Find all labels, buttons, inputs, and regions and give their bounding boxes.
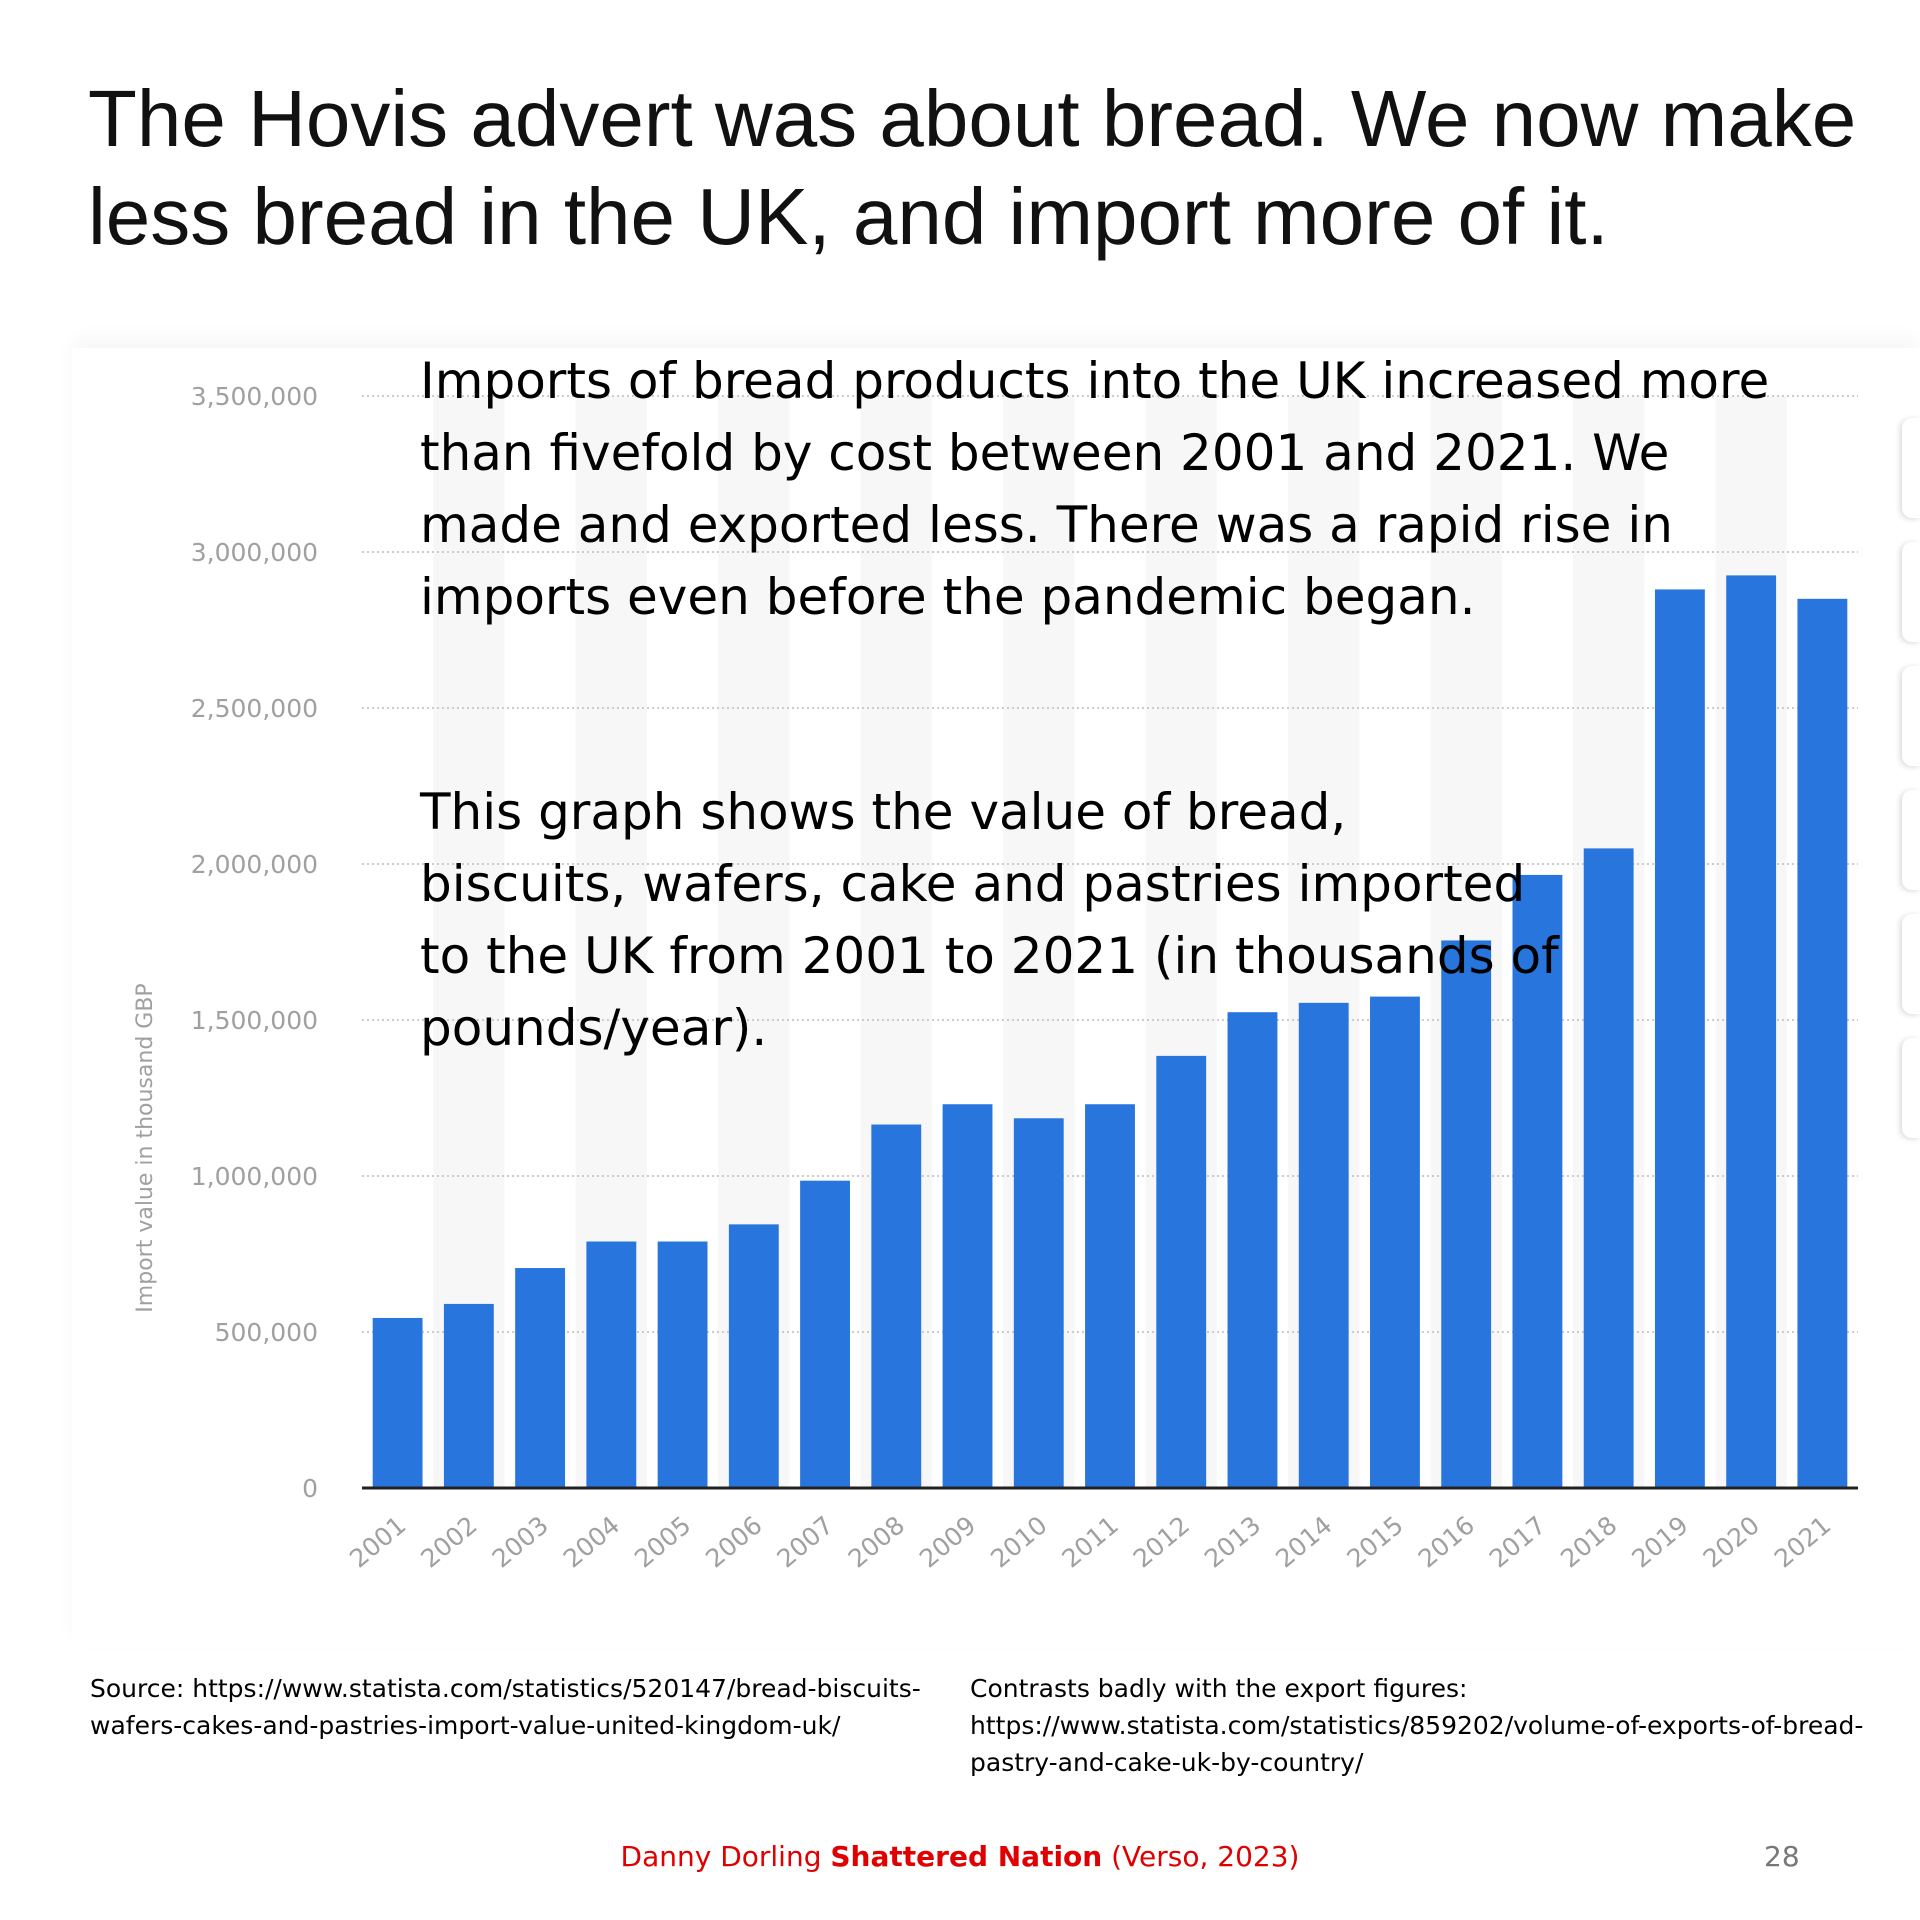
x-tick-label: 2018 <box>1555 1510 1622 1573</box>
y-tick-labels: 0 500,000 1,000,000 1,500,000 2,000,000 2,500… <box>191 382 318 1503</box>
side-tab[interactable] <box>1902 666 1920 766</box>
export-note: Contrasts badly with the export figures:… <box>970 1670 1870 1781</box>
bar-chart: 0 500,000 1,000,000 1,500,000 2,000,000 2,500… <box>133 382 1858 1573</box>
side-tab[interactable] <box>1902 1038 1920 1138</box>
y-tick-label: 1,000,000 <box>191 1162 318 1191</box>
footer-book-title: Shattered Nation <box>830 1840 1103 1873</box>
bar-2008[interactable] <box>871 1124 922 1488</box>
bar-2012[interactable] <box>1156 1055 1207 1488</box>
x-tick-label: 2014 <box>1270 1510 1337 1573</box>
bar-2011[interactable] <box>1085 1104 1135 1488</box>
x-tick-label: 2002 <box>415 1510 482 1573</box>
x-tick-label: 2004 <box>558 1510 625 1573</box>
overlay-text-description: This graph shows the value of bread, bis… <box>420 783 1559 1057</box>
bar-2019[interactable] <box>1654 589 1705 1488</box>
side-tab[interactable] <box>1902 418 1920 518</box>
footer-author: Danny Dorling <box>620 1840 831 1873</box>
y-tick-label: 500,000 <box>215 1318 318 1347</box>
x-tick-label: 2016 <box>1413 1510 1480 1573</box>
footer-credit: Danny Dorling Shattered Nation (Verso, 2… <box>0 1840 1920 1873</box>
x-tick-label: 2021 <box>1769 1510 1836 1573</box>
x-tick-label: 2008 <box>843 1510 910 1573</box>
bar-2016[interactable] <box>1441 940 1492 1488</box>
export-note-line: pastry-and-cake-uk-by-country/ <box>970 1748 1364 1777</box>
bar-2015[interactable] <box>1370 996 1420 1488</box>
bars <box>372 575 1848 1488</box>
bar-2021[interactable] <box>1797 598 1848 1488</box>
bar-2003[interactable] <box>515 1268 566 1488</box>
bar-2009[interactable] <box>942 1104 993 1488</box>
footer-publisher: (Verso, 2023) <box>1102 1840 1300 1873</box>
x-tick-labels: 2001 2002 2003 2004 2005 2006 2007 2008 2009 2010… <box>344 1510 1836 1573</box>
overlay-text-summary: Imports of bread products into the UK in… <box>420 352 1770 626</box>
slide-title: The Hovis advert was about bread. We now… <box>88 74 1857 261</box>
x-tick-label: 2006 <box>700 1510 767 1573</box>
bar-2013[interactable] <box>1227 1012 1278 1488</box>
y-tick-label: 3,000,000 <box>191 538 318 567</box>
x-tick-label: 2005 <box>629 1510 696 1573</box>
y-tick-label: 2,500,000 <box>191 694 318 723</box>
x-tick-label: 2007 <box>772 1510 839 1573</box>
y-tick-label: 1,500,000 <box>191 1006 318 1035</box>
bar-2018[interactable] <box>1583 848 1634 1488</box>
bar-2005[interactable] <box>657 1241 708 1488</box>
side-tab[interactable] <box>1902 790 1920 890</box>
export-note-line: Contrasts badly with the export figures: <box>970 1674 1468 1703</box>
chart-panel: 0 500,000 1,000,000 1,500,000 2,000,000 2,500… <box>72 348 1920 1648</box>
y-axis-label: Import value in thousand GBP <box>133 983 158 1312</box>
y-tick-label: 2,000,000 <box>191 850 318 879</box>
source-line: wafers-cakes-and-pastries-import-value-u… <box>90 1711 841 1740</box>
x-tick-label: 2019 <box>1626 1510 1693 1573</box>
bar-2020[interactable] <box>1726 575 1777 1488</box>
x-tick-label: 2009 <box>914 1510 981 1573</box>
x-tick-label: 2013 <box>1199 1510 1266 1573</box>
y-tick-label: 0 <box>302 1474 318 1503</box>
source-citation: Source: https://www.statista.com/statist… <box>90 1670 970 1744</box>
bar-2006[interactable] <box>728 1224 779 1488</box>
x-tick-label: 2012 <box>1128 1510 1195 1573</box>
bar-2001[interactable] <box>372 1317 423 1488</box>
side-tab[interactable] <box>1902 914 1920 1014</box>
bar-2007[interactable] <box>800 1180 850 1488</box>
source-line: Source: https://www.statista.com/statist… <box>90 1674 921 1703</box>
x-tick-label: 2001 <box>344 1510 411 1573</box>
export-note-line: https://www.statista.com/statistics/8592… <box>970 1711 1864 1740</box>
x-tick-label: 2003 <box>487 1510 554 1573</box>
bar-2004[interactable] <box>586 1241 637 1488</box>
page-number: 28 <box>1764 1840 1800 1873</box>
x-tick-label: 2017 <box>1484 1510 1551 1573</box>
bar-2010[interactable] <box>1013 1118 1064 1488</box>
y-tick-label: 3,500,000 <box>191 382 318 411</box>
bar-2017[interactable] <box>1512 874 1563 1488</box>
x-tick-label: 2015 <box>1341 1510 1408 1573</box>
x-tick-label: 2011 <box>1056 1510 1123 1573</box>
bar-2014[interactable] <box>1298 1002 1349 1488</box>
bar-2002[interactable] <box>443 1303 494 1488</box>
side-tab[interactable] <box>1902 542 1920 642</box>
x-tick-label: 2010 <box>985 1510 1052 1573</box>
x-tick-label: 2020 <box>1698 1510 1765 1573</box>
